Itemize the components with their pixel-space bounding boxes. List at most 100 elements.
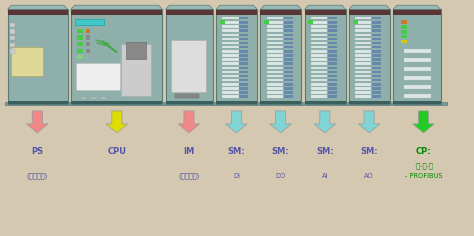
Bar xyxy=(401,25,407,29)
Bar xyxy=(260,101,301,104)
Bar xyxy=(266,83,283,85)
Bar xyxy=(222,58,238,61)
Bar xyxy=(239,46,248,48)
Bar xyxy=(328,21,337,24)
Text: ·点-到-点: ·点-到-点 xyxy=(414,162,433,169)
Bar xyxy=(372,50,381,52)
Bar xyxy=(311,46,327,48)
Bar xyxy=(372,95,381,98)
Bar xyxy=(328,67,337,69)
Bar xyxy=(284,75,292,77)
Bar xyxy=(328,62,337,65)
Bar xyxy=(77,49,83,53)
Text: CPU: CPU xyxy=(108,147,127,156)
Bar xyxy=(284,87,292,90)
Bar xyxy=(309,20,313,24)
Bar xyxy=(284,34,292,36)
Bar xyxy=(222,17,238,19)
Bar xyxy=(77,29,83,33)
Bar xyxy=(311,62,327,65)
Bar xyxy=(372,21,381,24)
Bar xyxy=(372,79,381,81)
Bar xyxy=(71,9,163,15)
Bar xyxy=(284,25,292,28)
Bar xyxy=(239,95,248,98)
Bar xyxy=(284,54,292,57)
Bar xyxy=(239,25,248,28)
Bar xyxy=(10,43,15,47)
Bar xyxy=(328,38,337,40)
Text: (接口模块): (接口模块) xyxy=(178,173,200,179)
Bar xyxy=(311,58,327,61)
Bar xyxy=(239,54,248,57)
Bar xyxy=(355,79,371,81)
Bar xyxy=(266,91,283,94)
Bar xyxy=(353,20,358,24)
Bar xyxy=(372,91,381,94)
Polygon shape xyxy=(358,111,380,133)
Bar xyxy=(239,71,248,73)
Bar xyxy=(349,9,390,15)
Bar xyxy=(239,83,248,85)
Polygon shape xyxy=(260,5,301,9)
Bar xyxy=(86,42,91,46)
Bar xyxy=(311,75,327,77)
Bar xyxy=(311,50,327,52)
Bar xyxy=(372,62,381,65)
Text: IM: IM xyxy=(183,147,195,156)
Bar xyxy=(266,79,283,81)
Bar xyxy=(239,30,248,32)
Bar xyxy=(311,17,327,19)
Polygon shape xyxy=(393,5,440,9)
Bar xyxy=(10,30,15,34)
Polygon shape xyxy=(314,111,336,133)
Bar xyxy=(372,83,381,85)
Bar xyxy=(222,79,238,81)
Bar xyxy=(86,35,91,40)
Bar xyxy=(239,17,248,19)
Bar xyxy=(220,20,225,24)
Bar xyxy=(266,38,283,40)
Bar xyxy=(222,38,238,40)
Bar xyxy=(86,29,91,33)
Bar xyxy=(393,101,440,104)
Bar xyxy=(401,20,407,24)
Bar xyxy=(355,91,371,94)
Bar xyxy=(165,9,213,104)
Bar xyxy=(372,46,381,48)
Polygon shape xyxy=(349,5,390,9)
Bar xyxy=(355,67,371,69)
Bar xyxy=(328,17,337,19)
Text: DI: DI xyxy=(233,173,240,179)
Text: SM:: SM: xyxy=(228,147,245,156)
Bar xyxy=(355,54,371,57)
Bar xyxy=(372,38,381,40)
Bar xyxy=(10,23,15,27)
Bar xyxy=(372,58,381,61)
Bar xyxy=(77,35,83,40)
Bar xyxy=(284,21,292,24)
Bar xyxy=(260,9,301,104)
Bar xyxy=(222,83,238,85)
Bar xyxy=(284,67,292,69)
Bar xyxy=(284,46,292,48)
Bar xyxy=(393,9,440,15)
Bar xyxy=(355,87,371,90)
Bar xyxy=(393,9,440,104)
Bar xyxy=(239,79,248,81)
Bar xyxy=(239,87,248,90)
Bar xyxy=(77,42,83,46)
Bar xyxy=(311,95,327,98)
Text: SM:: SM: xyxy=(272,147,290,156)
Bar xyxy=(355,75,371,77)
Polygon shape xyxy=(226,111,247,133)
Bar xyxy=(11,47,43,76)
Bar xyxy=(311,25,327,28)
Bar xyxy=(121,44,151,96)
Bar xyxy=(239,50,248,52)
Bar xyxy=(355,38,371,40)
Bar xyxy=(239,42,248,44)
Bar xyxy=(222,75,238,77)
Bar xyxy=(239,75,248,77)
Bar xyxy=(222,54,238,57)
